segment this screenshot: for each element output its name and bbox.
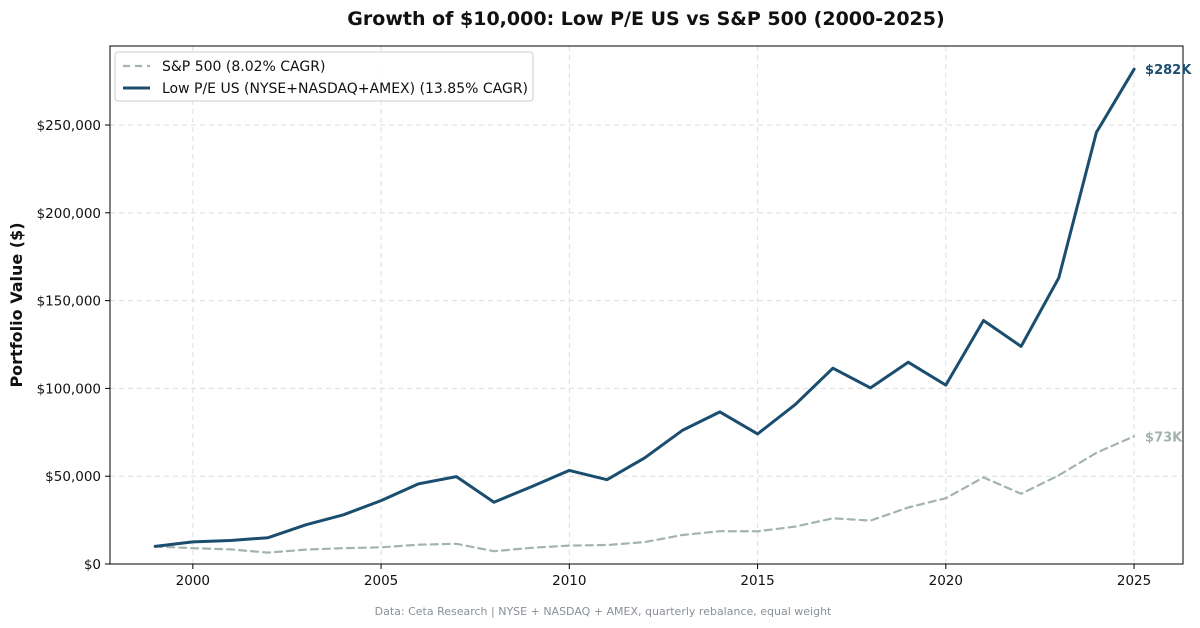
series-line-sp500 [154, 435, 1136, 554]
legend-label-low-pe: Low P/E US (NYSE+NASDAQ+AMEX) (13.85% CA… [162, 81, 528, 97]
y-tick-label: $50,000 [45, 469, 101, 485]
y-axis-label: Portfolio Value ($) [7, 222, 26, 387]
grid [110, 46, 1183, 565]
legend-box [114, 51, 534, 102]
legend: S&P 500 (8.02% CAGR) Low P/E US (NYSE+NA… [114, 51, 534, 102]
end-labels: $73K $282K [1145, 63, 1192, 445]
end-label-sp500: $73K [1145, 430, 1183, 445]
y-tick-label: $100,000 [37, 381, 101, 397]
series-line-low-pe [153, 67, 1136, 548]
y-tick-label: $200,000 [37, 206, 101, 222]
x-tick-label: 2000 [176, 573, 210, 589]
x-tick-label: 2020 [929, 573, 963, 589]
y-tick-label: $0 [84, 557, 101, 573]
series-layer [153, 67, 1136, 554]
x-tick-label: 2010 [552, 573, 586, 589]
x-tick-label: 2025 [1117, 573, 1151, 589]
x-tick-label: 2005 [364, 573, 398, 589]
y-tick-label: $250,000 [37, 118, 101, 134]
end-label-low-pe: $282K [1145, 63, 1192, 78]
x-tick-label: 2015 [740, 573, 774, 589]
plot-frame [109, 45, 1184, 565]
ticks: 2000 2005 2010 2015 2020 2025 $0 $50,000 $100,00… [37, 118, 1152, 589]
chart-title: Growth of $10,000: Low P/E US vs S&P 500… [347, 8, 944, 30]
y-tick-label: $150,000 [37, 294, 101, 310]
legend-label-sp500: S&P 500 (8.02% CAGR) [162, 59, 325, 75]
footnote: Data: Ceta Research | NYSE + NASDAQ + AM… [375, 605, 832, 618]
